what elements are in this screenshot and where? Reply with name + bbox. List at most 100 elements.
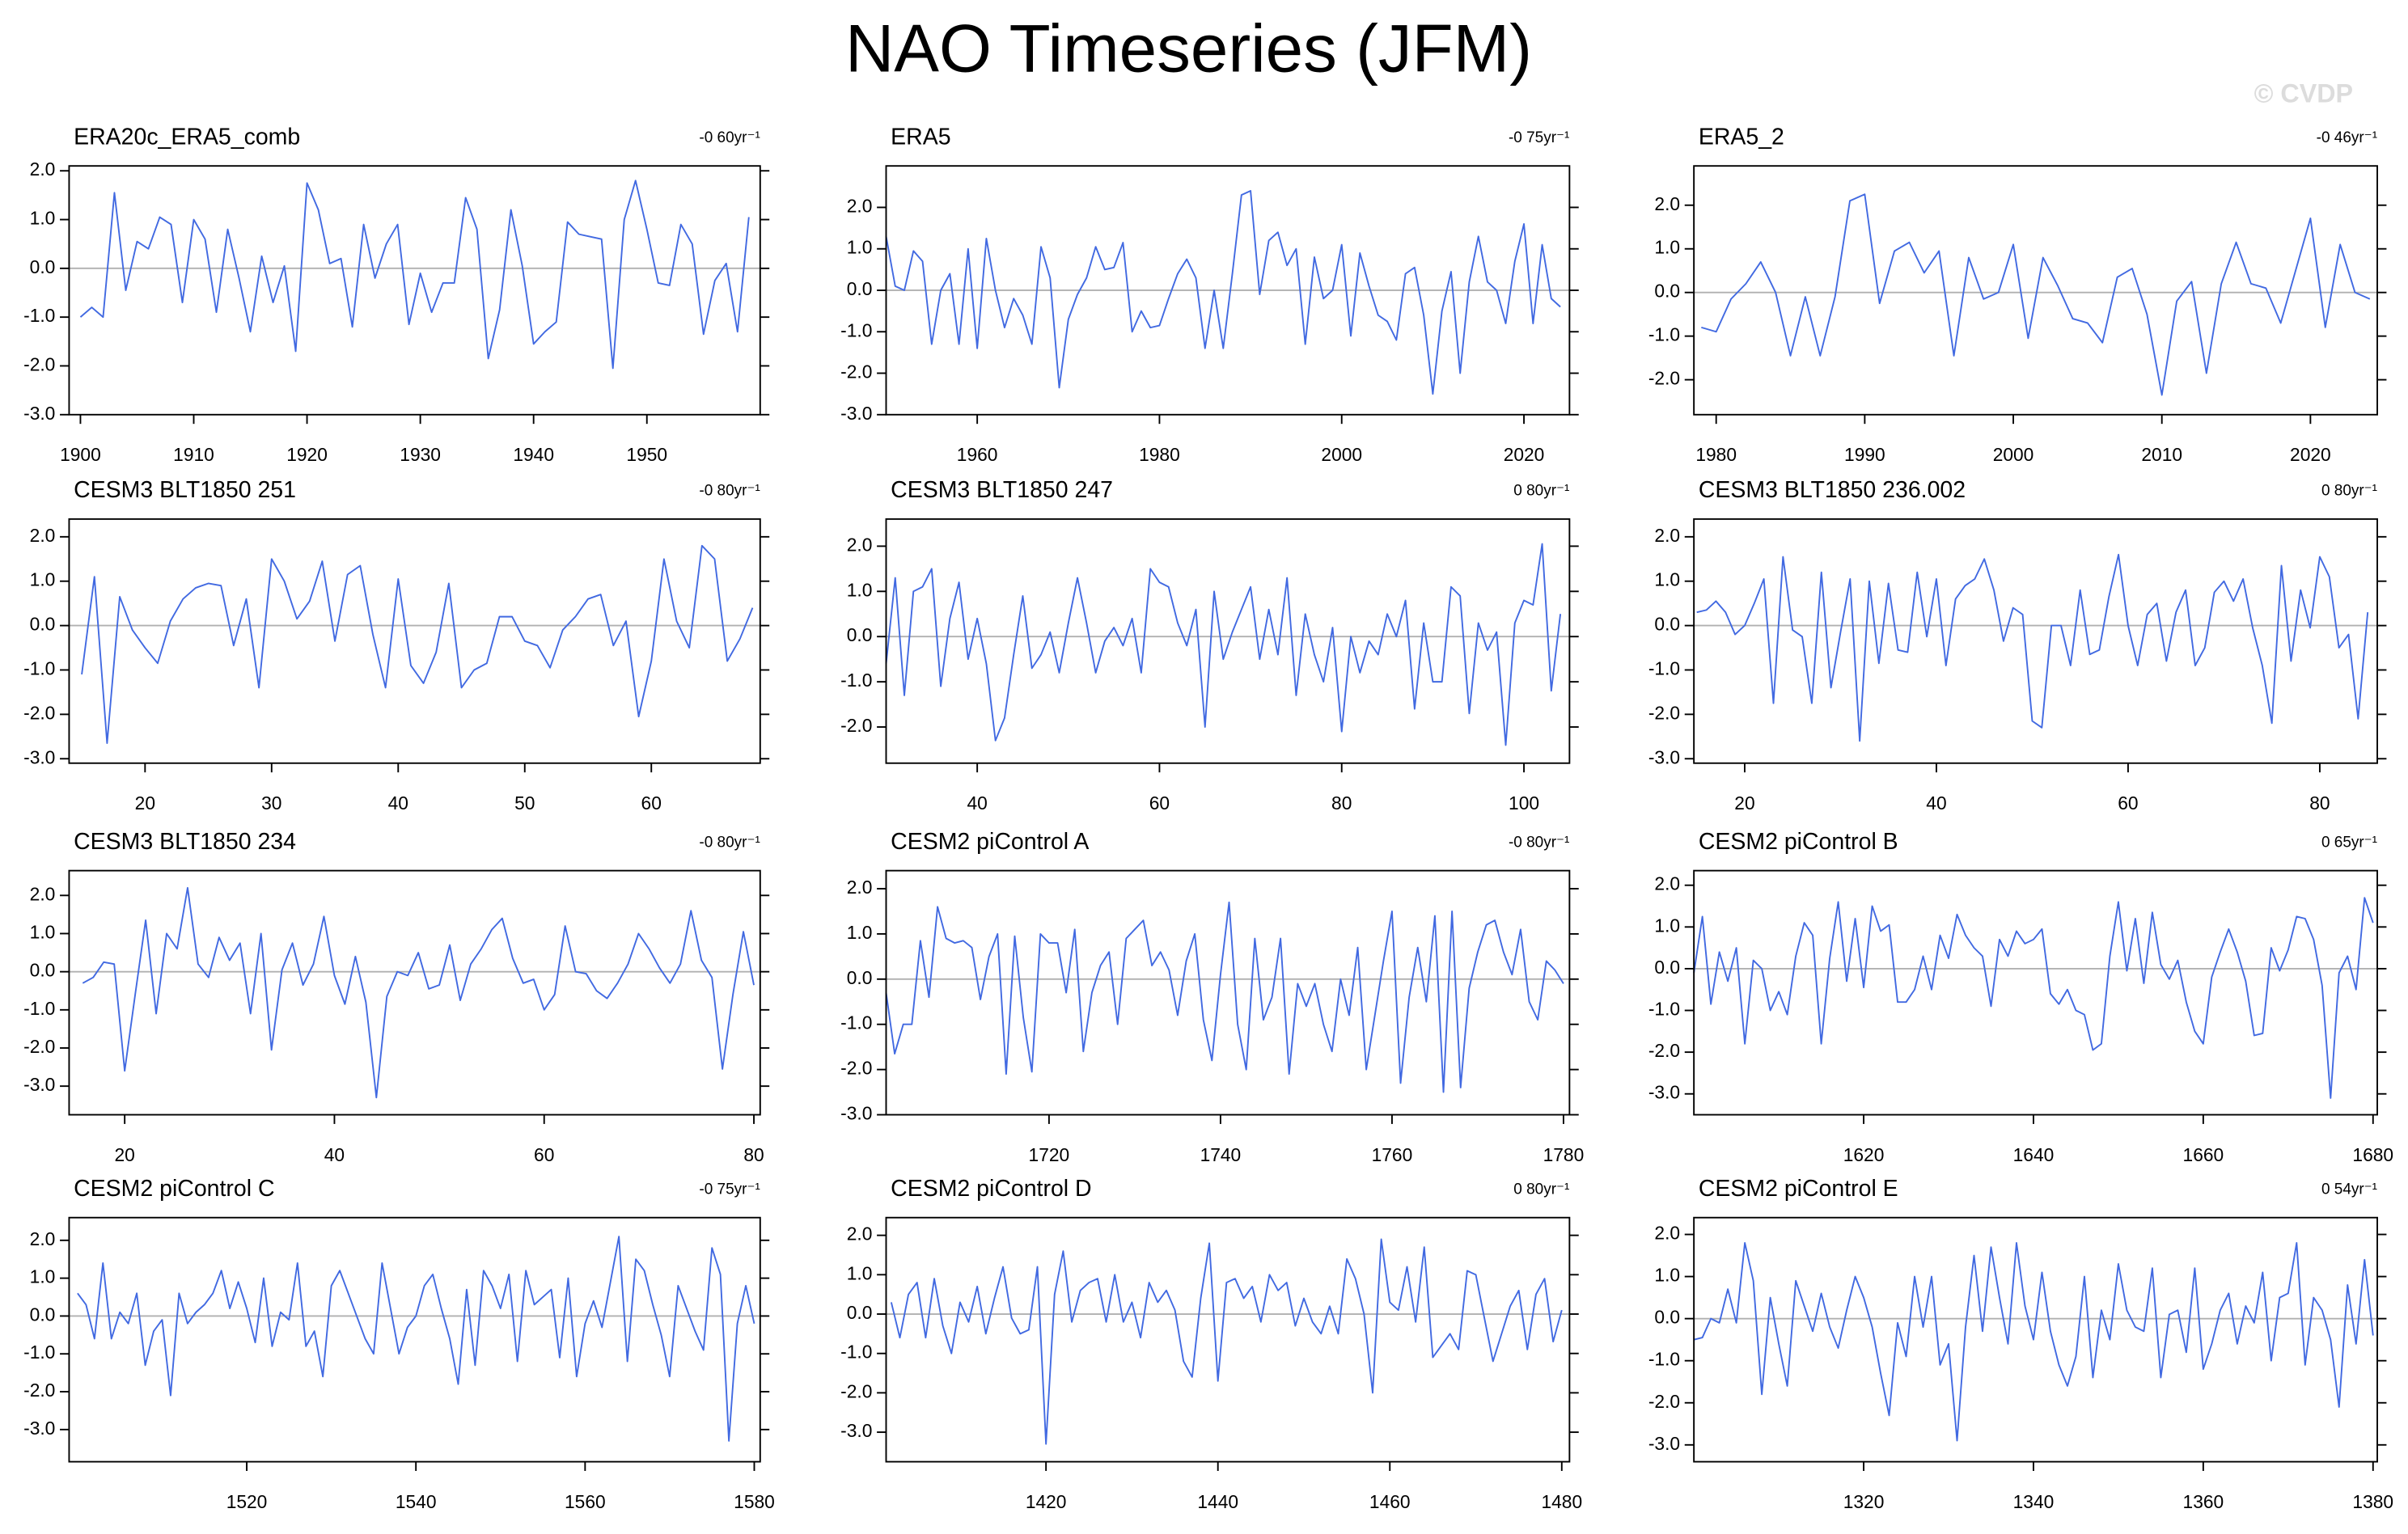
plot-frame	[885, 165, 1571, 416]
x-tick-label: 80	[2309, 792, 2330, 813]
y-tick-label: -1.0	[1648, 324, 1680, 345]
x-tick-label: 1340	[2013, 1491, 2055, 1512]
y-tick-label: 1.0	[1654, 569, 1680, 590]
y-tick-label: 1.0	[30, 1266, 56, 1287]
y-tick-label: 0.0	[1654, 614, 1680, 635]
x-tick-label: 1920	[286, 444, 328, 465]
figure-title: NAO Timeseries (JFM)	[845, 11, 1532, 87]
x-tick-label: 20	[1734, 792, 1754, 813]
y-tick-label: 0.0	[1654, 957, 1680, 978]
series-line	[81, 544, 754, 745]
y-tick-label: -2.0	[840, 715, 872, 736]
y-tick-label: -2.0	[1648, 1391, 1680, 1412]
x-tick-label: 1910	[173, 444, 214, 465]
x-tick-label: 60	[1149, 792, 1170, 813]
panel-title: CESM3 BLT1850 247	[891, 477, 1113, 503]
x-tick-label: 1520	[226, 1491, 268, 1512]
y-tick-label: -2.0	[1648, 368, 1680, 389]
trend-label: 0 65yr⁻¹	[2321, 834, 2377, 851]
y-tick-label: 1.0	[847, 922, 873, 943]
panel-title: ERA5	[891, 125, 950, 150]
y-tick-label: -1.0	[1648, 658, 1680, 679]
x-tick-label: 1980	[1139, 444, 1180, 465]
y-tick-label: -1.0	[840, 1012, 872, 1033]
x-tick-label: 1990	[1844, 444, 1885, 465]
panel-title: CESM3 BLT1850 236.002	[1699, 477, 1966, 503]
y-tick-label: -3.0	[840, 1420, 872, 1441]
series-line	[77, 1236, 755, 1442]
x-tick-label: 80	[743, 1144, 764, 1165]
x-tick-label: 1640	[2013, 1144, 2055, 1165]
x-tick-label: 2000	[1321, 444, 1362, 465]
y-tick-label: -1.0	[23, 305, 55, 326]
y-tick-label: -1.0	[840, 670, 872, 691]
y-tick-label: 2.0	[1654, 873, 1680, 894]
y-tick-label: -2.0	[23, 1380, 55, 1401]
y-tick-label: 2.0	[30, 1228, 56, 1249]
y-tick-label: 1.0	[847, 579, 873, 600]
x-tick-label: 1360	[2183, 1491, 2224, 1512]
y-tick-label: 0.0	[847, 278, 873, 299]
y-tick-label: -3.0	[23, 1418, 55, 1439]
y-tick-label: -2.0	[23, 702, 55, 723]
x-tick-label: 1720	[1029, 1144, 1070, 1165]
panel-title: CESM2 piControl B	[1699, 829, 1898, 855]
y-tick-label: 1.0	[30, 921, 56, 942]
plot-frame	[1693, 1216, 2378, 1463]
x-tick-label: 1320	[1843, 1491, 1885, 1512]
y-tick-label: -3.0	[1648, 1433, 1680, 1454]
x-tick-label: 1380	[2352, 1491, 2393, 1512]
y-tick-label: -1.0	[23, 1342, 55, 1363]
x-tick-label: 80	[1331, 792, 1352, 813]
y-tick-label: 1.0	[1654, 237, 1680, 258]
x-tick-label: 20	[114, 1144, 134, 1165]
plot-frame	[885, 1216, 1571, 1463]
y-tick-label: 0.0	[30, 960, 56, 981]
y-tick-label: -1.0	[1648, 999, 1680, 1020]
panel-title: ERA5_2	[1699, 125, 1784, 150]
series-line	[82, 886, 755, 1099]
trend-label: -0 80yr⁻¹	[1509, 834, 1569, 851]
y-tick-label: 2.0	[847, 534, 873, 555]
y-tick-label: -2.0	[1648, 702, 1680, 723]
trend-label: -0 60yr⁻¹	[699, 129, 760, 146]
series-line	[885, 190, 1561, 395]
plot-frame	[68, 518, 761, 764]
x-tick-label: 1740	[1200, 1144, 1242, 1165]
trend-label: -0 75yr⁻¹	[699, 1181, 760, 1198]
x-tick-label: 40	[967, 792, 987, 813]
y-tick-label: -2.0	[840, 1058, 872, 1079]
y-tick-label: 2.0	[30, 158, 56, 180]
x-tick-label: 1780	[1543, 1144, 1585, 1165]
y-tick-label: 2.0	[1654, 1223, 1680, 1244]
y-tick-label: 1.0	[30, 569, 56, 590]
x-tick-label: 2000	[1993, 444, 2034, 465]
y-tick-label: 2.0	[30, 525, 56, 546]
y-tick-label: 2.0	[1654, 525, 1680, 546]
y-tick-label: 0.0	[30, 256, 56, 277]
x-tick-label: 1980	[1695, 444, 1737, 465]
series-line	[885, 543, 1562, 746]
x-tick-label: 1460	[1369, 1491, 1411, 1512]
y-tick-label: -2.0	[23, 1036, 55, 1057]
x-tick-label: 60	[534, 1144, 554, 1165]
y-tick-label: 0.0	[847, 624, 873, 645]
y-tick-label: -3.0	[840, 1103, 872, 1124]
series-line	[1701, 193, 2371, 396]
x-tick-label: 1560	[565, 1491, 606, 1512]
y-tick-label: 2.0	[1654, 193, 1680, 214]
panel-title: CESM2 piControl D	[891, 1176, 1091, 1202]
y-tick-label: 0.0	[30, 1304, 56, 1325]
plot-frame	[68, 869, 761, 1116]
y-tick-label: 2.0	[847, 195, 873, 216]
x-tick-label: 60	[2118, 792, 2138, 813]
y-tick-label: 0.0	[1654, 281, 1680, 302]
plot-frame	[1693, 869, 2378, 1116]
y-tick-label: -3.0	[23, 403, 55, 424]
x-tick-label: 1680	[2352, 1144, 2393, 1165]
trend-label: -0 46yr⁻¹	[2317, 129, 2377, 146]
series-line	[890, 1238, 1563, 1445]
watermark: © CVDP	[2254, 78, 2353, 108]
